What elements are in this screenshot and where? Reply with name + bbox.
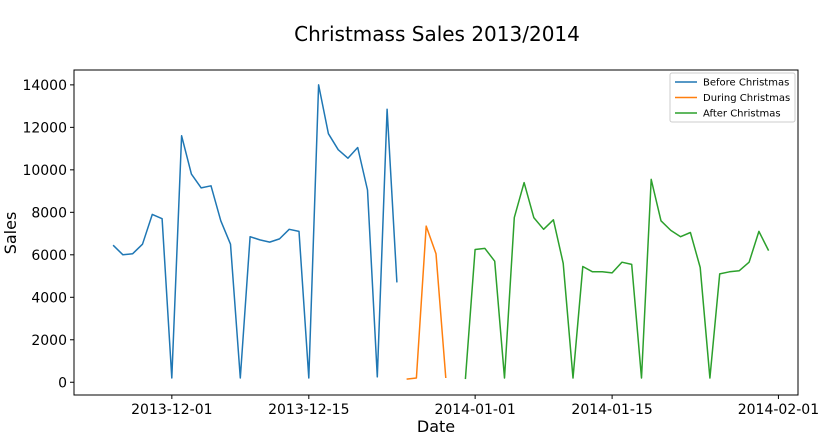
x-tick-label: 2013-12-01 (131, 402, 212, 418)
legend-box (669, 72, 796, 123)
y-axis-label: Sales (1, 212, 20, 255)
y-tick-label: 6000 (31, 248, 67, 264)
x-tick-label: 2014-01-01 (434, 402, 515, 418)
x-tick-label: 2014-02-01 (738, 402, 819, 418)
y-axis-ticks: 0 2000 4000 6000 8000 10000 12000 14000 (22, 78, 74, 391)
y-tick-label: 12000 (22, 120, 67, 136)
legend-label-2: After Christmas (703, 109, 781, 120)
series-line-0 (112, 84, 398, 379)
x-axis-ticks: 2013-12-01 2013-12-15 2014-01-01 2014-01-15… (131, 395, 819, 418)
x-axis-label: Date (417, 417, 455, 436)
legend-label-0: Before Christmas (703, 78, 789, 89)
chart-title: Christmass Sales 2013/2014 (294, 22, 580, 46)
x-tick-label: 2014-01-15 (571, 402, 652, 418)
y-tick-label: 4000 (31, 290, 67, 306)
y-tick-label: 2000 (31, 333, 67, 349)
series-line-1 (406, 225, 447, 380)
plot-lines (112, 84, 770, 380)
y-tick-label: 14000 (22, 78, 67, 94)
legend-label-1: During Christmas (703, 93, 790, 104)
series-line-2 (464, 178, 770, 380)
x-tick-label: 2013-12-15 (268, 402, 349, 418)
legend: Before Christmas During Christmas After Ch… (669, 72, 796, 123)
plot-area-frame (73, 69, 799, 396)
y-tick-label: 8000 (31, 205, 67, 221)
y-tick-label: 0 (58, 375, 67, 391)
y-tick-label: 10000 (22, 163, 67, 179)
